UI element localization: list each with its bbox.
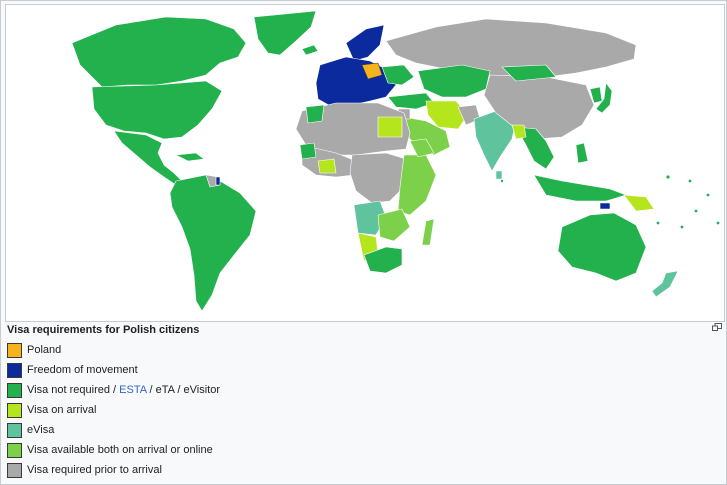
region-caribbean bbox=[175, 152, 205, 162]
region-philippines bbox=[575, 142, 589, 164]
island-dot bbox=[656, 221, 660, 225]
legend-swatch-required bbox=[7, 462, 22, 478]
legend-swatch-freedom bbox=[7, 362, 22, 378]
caption-title: Visa requirements for Polish citizens bbox=[7, 324, 200, 336]
island-dot bbox=[500, 179, 504, 183]
region-kazakhstan bbox=[417, 64, 491, 98]
legend-item-both: Visa available both on arrival or online bbox=[7, 440, 719, 460]
legend-item-evisa: eVisa bbox=[7, 420, 719, 440]
region-ukraine bbox=[381, 64, 415, 86]
island-dot bbox=[666, 175, 670, 179]
legend-item-visa-required: Visa required prior to arrival bbox=[7, 460, 719, 480]
region-zambia bbox=[377, 208, 411, 242]
region-australia bbox=[557, 212, 647, 282]
region-canada bbox=[71, 16, 247, 88]
region-central-africa bbox=[349, 152, 407, 204]
island-dot bbox=[716, 221, 720, 225]
island-dot bbox=[688, 179, 692, 183]
legend-label: Poland bbox=[27, 343, 62, 356]
legend-swatch-both bbox=[7, 442, 22, 458]
region-north-africa bbox=[295, 102, 411, 156]
region-east-africa bbox=[397, 154, 437, 216]
legend-label: eVisa bbox=[27, 423, 55, 436]
island-dot bbox=[694, 209, 698, 213]
world-map-svg bbox=[6, 5, 724, 321]
legend-label: Visa not required / ESTA / eTA / eVisito… bbox=[27, 383, 220, 398]
legend-label: Visa required prior to arrival bbox=[27, 463, 162, 476]
region-iceland bbox=[301, 44, 319, 56]
legend-item-poland: Poland bbox=[7, 340, 719, 360]
world-map[interactable] bbox=[5, 4, 725, 322]
region-korea bbox=[589, 86, 603, 104]
region-png bbox=[623, 194, 655, 212]
magnify-icon[interactable] bbox=[712, 322, 722, 331]
region-se-asia bbox=[515, 126, 555, 170]
region-ethiopia bbox=[409, 138, 435, 158]
map-caption: Visa requirements for Polish citizens Po… bbox=[7, 323, 719, 480]
region-south-africa bbox=[363, 246, 403, 274]
esta-link[interactable]: ESTA bbox=[119, 383, 147, 396]
legend-item-visa-not-required: Visa not required / ESTA / eTA / eVisito… bbox=[7, 380, 719, 400]
region-french-guiana bbox=[215, 176, 221, 186]
legend-label: Visa available both on arrival or online bbox=[27, 443, 213, 456]
region-turkey bbox=[387, 92, 435, 110]
region-morocco bbox=[305, 104, 325, 124]
region-japan bbox=[595, 82, 613, 114]
region-libya bbox=[377, 116, 403, 138]
region-myanmar bbox=[511, 124, 527, 140]
legend-label-post: / eTA / eVisitor bbox=[146, 383, 221, 396]
legend-label-pre: Visa not required / bbox=[27, 383, 120, 396]
region-greenland bbox=[253, 10, 317, 56]
region-mongolia bbox=[501, 64, 557, 82]
region-madagascar bbox=[421, 218, 435, 246]
region-poland bbox=[361, 62, 383, 80]
region-senegal bbox=[299, 142, 317, 160]
legend-item-freedom-of-movement: Freedom of movement bbox=[7, 360, 719, 380]
legend-label: Visa on arrival bbox=[27, 403, 97, 416]
region-gulf-guinea bbox=[317, 158, 337, 174]
legend-label: Freedom of movement bbox=[27, 363, 138, 376]
legend-swatch-on-arrival bbox=[7, 402, 22, 418]
legend-swatch-not-required bbox=[7, 382, 22, 398]
region-russia bbox=[385, 18, 637, 80]
region-iran bbox=[425, 100, 469, 130]
legend-swatch-evisa bbox=[7, 422, 22, 438]
region-timor bbox=[599, 202, 611, 210]
legend-swatch-poland bbox=[7, 342, 22, 358]
region-new-zealand bbox=[651, 270, 679, 298]
island-dot bbox=[680, 225, 684, 229]
region-china bbox=[483, 74, 595, 140]
region-usa bbox=[91, 80, 223, 140]
island-dot bbox=[706, 193, 710, 197]
legend-item-visa-on-arrival: Visa on arrival bbox=[7, 400, 719, 420]
region-sri-lanka bbox=[495, 170, 503, 180]
region-south-america bbox=[169, 174, 257, 312]
